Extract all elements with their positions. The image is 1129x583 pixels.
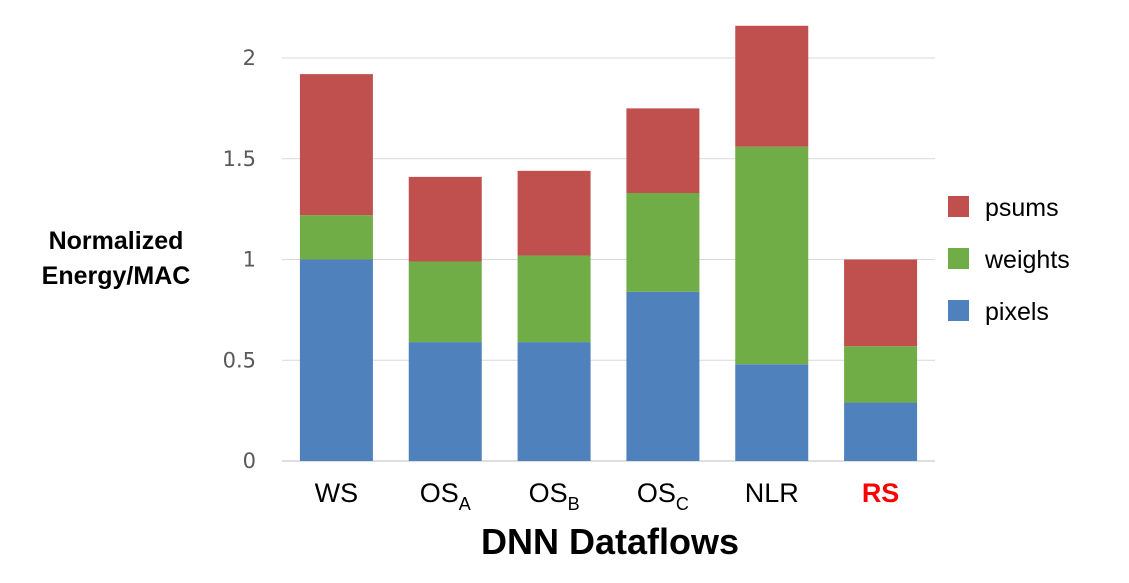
bar-segment-weights [626,193,700,292]
legend-swatch-psums [948,196,969,217]
bar-segment-pixels [626,291,700,461]
legend-swatch-pixels [948,300,969,321]
x-tick-label: OSB [529,478,580,514]
y-tick-label: 1.5 [223,147,256,171]
legend-label-psums: psums [985,194,1059,222]
bar-segment-pixels [844,402,918,461]
bar-segment-weights [299,215,373,260]
bar-segment-weights [408,261,482,343]
bar-segment-pixels [517,342,591,461]
bar-segment-psums [517,170,591,256]
x-axis-ticks: WS OSA OSB OSC NLR RS [315,478,900,514]
y-tick-label: 0 [243,449,256,473]
gridlines [282,57,935,462]
bar-segment-weights [517,255,591,343]
bars [299,25,918,461]
x-tick-label: OSA [420,478,471,514]
bar-segment-psums [735,25,809,147]
bar-segment-pixels [299,259,373,461]
x-tick-label: RS [862,478,900,508]
legend: psums weights pixels [948,194,1070,326]
x-tick-label: NLR [745,478,799,508]
y-tick-label: 1 [243,248,256,272]
bar-segment-weights [844,346,918,403]
x-tick-label: OSC [637,478,689,514]
x-tick-label: WS [315,478,359,508]
y-axis-label-line-2: Energy/MAC [42,262,191,290]
legend-swatch-weights [948,248,969,269]
bar-segment-psums [299,74,373,216]
y-axis-label-line-1: Normalized [49,227,184,255]
bar-segment-weights [735,146,809,365]
x-axis-label: DNN Dataflows [481,521,739,562]
y-tick-label: 2 [243,46,256,70]
bar-segment-psums [844,259,918,347]
y-tick-label: 0.5 [223,348,256,372]
y-axis-ticks: 0 0.5 1 1.5 2 [223,46,256,473]
legend-label-weights: weights [984,246,1070,274]
bar-segment-pixels [408,342,482,461]
bar-segment-psums [626,108,700,194]
bar-segment-pixels [735,364,809,461]
legend-label-pixels: pixels [985,298,1049,326]
bar-segment-psums [408,176,482,262]
